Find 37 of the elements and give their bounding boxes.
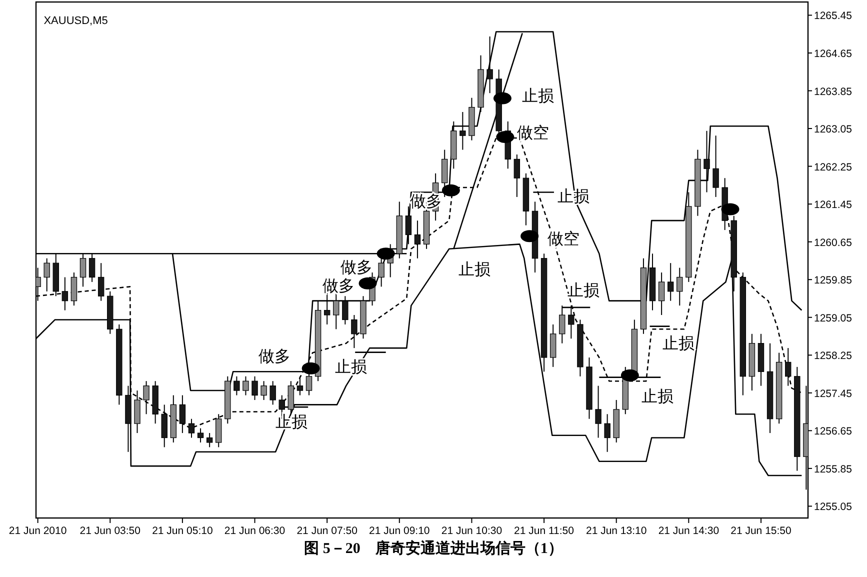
- ytick-label: 1257.45: [814, 388, 852, 400]
- title: 图 5－20 唐奇安通道进出场信号（1）: [304, 541, 563, 557]
- ytick-label: 1258.25: [814, 350, 852, 362]
- ytick-label: 1259.85: [814, 274, 852, 287]
- annotation: XAUUSD,M5: [44, 14, 108, 27]
- annotation: 止损: [567, 282, 600, 300]
- xtick-label: 21 Jun 05:10: [152, 525, 213, 537]
- ytick-label: 1259.05: [814, 312, 852, 324]
- xtick-label: 21 Jun 15:50: [730, 525, 792, 537]
- xtick-label: 21 Jun 06:30: [224, 525, 286, 537]
- ytick-label: 1263.05: [814, 124, 852, 136]
- ytick-label: 1263.85: [814, 86, 852, 98]
- xtick-label: 21 Jun 14:30: [658, 525, 720, 537]
- annotation: 做多: [340, 260, 372, 277]
- annotation: 止损: [522, 88, 554, 105]
- xtick-label: 21 Jun 07:50: [296, 525, 358, 537]
- ytick-label: 1255.85: [814, 463, 852, 476]
- annotation: 做多: [258, 348, 291, 366]
- ytick-label: 1265.45: [814, 10, 852, 22]
- annotation: 做空: [517, 125, 550, 142]
- ytick-label: 1261.45: [814, 199, 852, 212]
- annotation: 止损: [662, 336, 694, 353]
- ytick-label: 1262.25: [814, 161, 852, 174]
- ytick-label: 1255.05: [814, 501, 852, 514]
- xtick-label: 21 Jun 2010: [8, 525, 67, 537]
- ytick-label: 1264.65: [814, 48, 852, 60]
- xtick-label: 21 Jun 13:10: [586, 525, 647, 537]
- ytick-label: 1260.65: [814, 236, 852, 249]
- xtick-label: 21 Jun 11:50: [514, 525, 574, 537]
- ytick-label: 1256.65: [814, 426, 852, 438]
- xtick-label: 21 Jun 10:30: [441, 525, 502, 537]
- annotation: 止损: [641, 388, 674, 406]
- xtick-label: 21 Jun 03:50: [80, 525, 140, 537]
- annotation: 做空: [547, 230, 580, 248]
- annotation: 做多: [322, 278, 355, 295]
- xtick-label: 21 Jun 09:10: [369, 525, 430, 537]
- annotation: 止损: [458, 261, 490, 278]
